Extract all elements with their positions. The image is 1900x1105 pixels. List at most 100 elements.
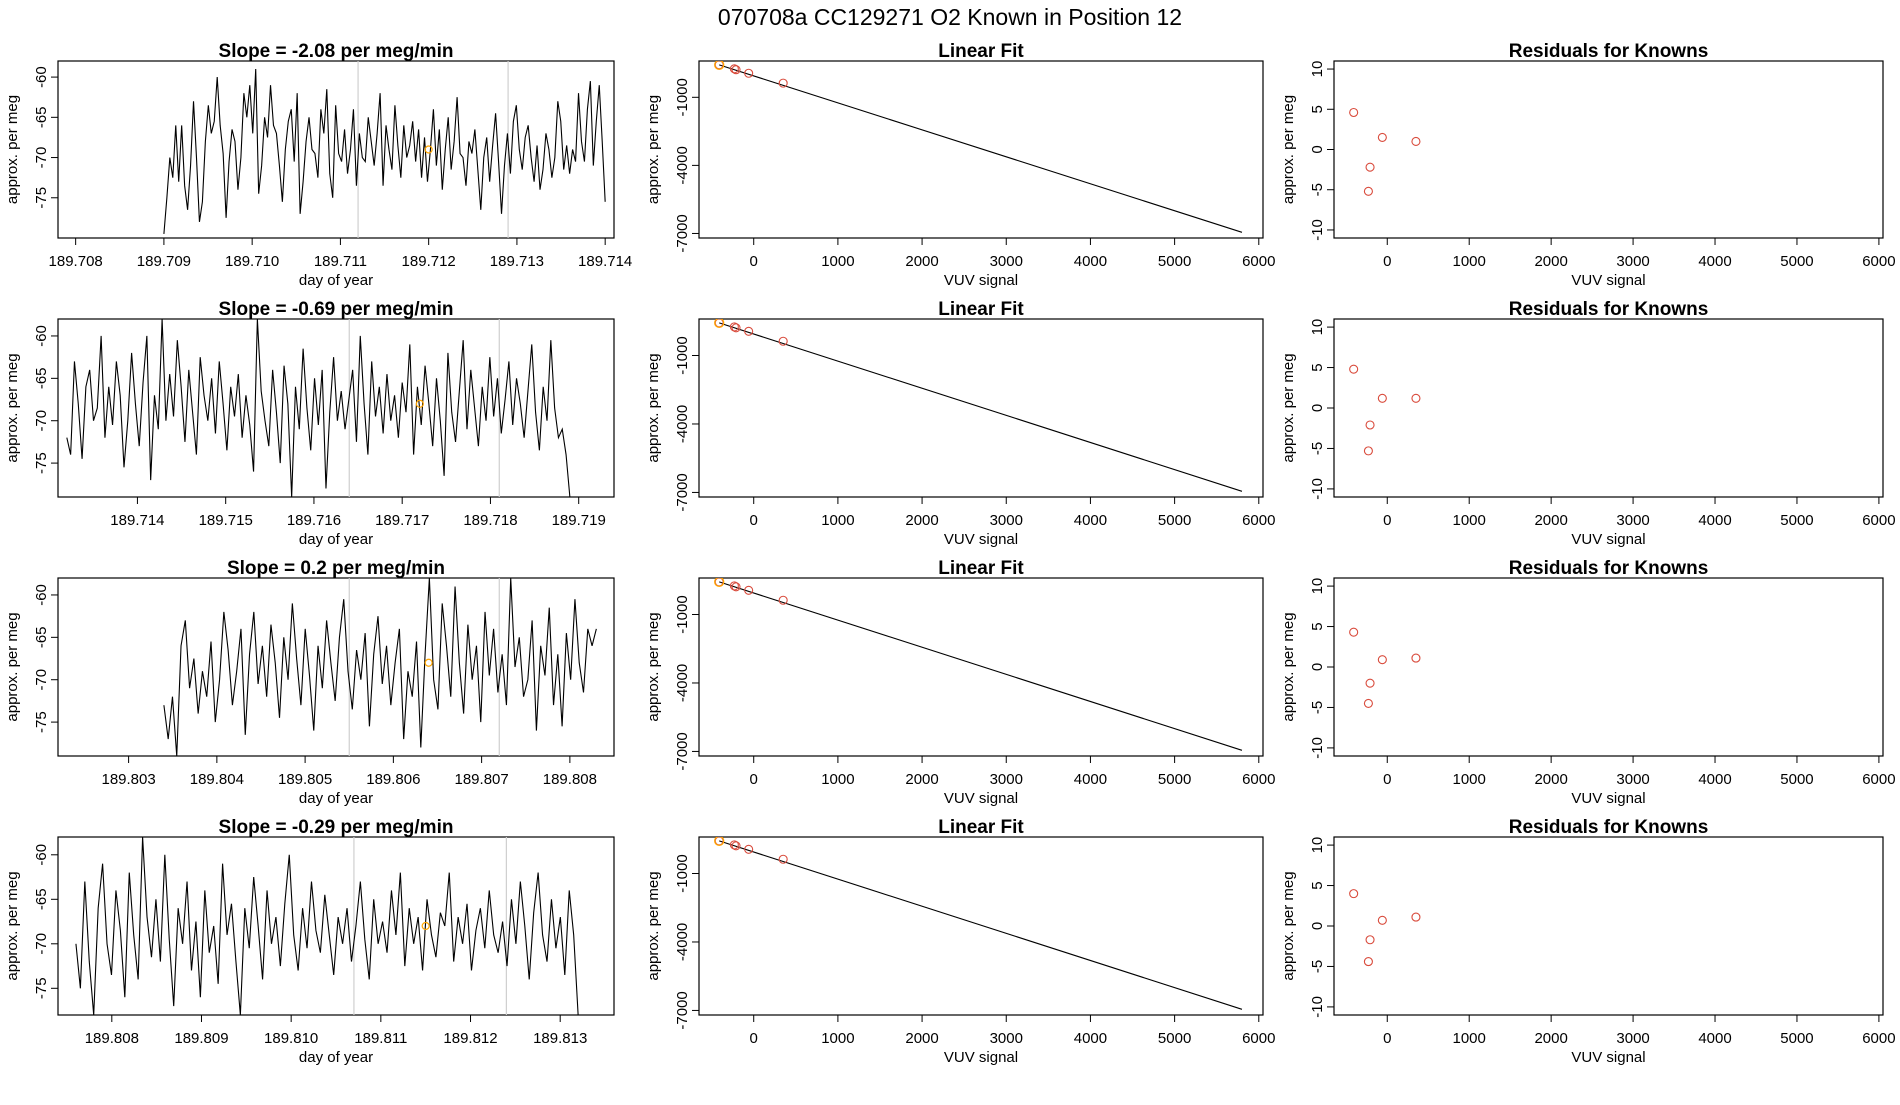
x-tick-label: 4000 (1698, 253, 1731, 270)
x-tick-label: 189.810 (264, 1030, 318, 1047)
y-tick-label: -1000 (674, 78, 691, 116)
x-tick-label: 1000 (1453, 1030, 1486, 1047)
plot-area (714, 837, 1243, 1010)
y-tick-label: 10 (1309, 319, 1326, 336)
data-point (744, 68, 754, 78)
x-tick-label: 6000 (1242, 253, 1275, 270)
y-tick-label: 10 (1309, 578, 1326, 595)
x-tick-label: 189.717 (375, 512, 429, 529)
x-tick-label: 189.805 (278, 771, 332, 788)
x-tick-label: 189.712 (402, 253, 456, 270)
y-axis-label: approx. per meg (1280, 95, 1297, 204)
plot-area (714, 578, 1243, 751)
y-tick-label: -7000 (674, 991, 691, 1029)
x-tick-label: 3000 (1616, 1030, 1649, 1047)
x-tick-label: 1000 (1453, 771, 1486, 788)
x-tick-label: 189.710 (225, 253, 279, 270)
y-tick-label: -10 (1309, 478, 1326, 500)
x-tick-label: 189.711 (314, 253, 367, 270)
plot-frame (1333, 60, 1884, 239)
x-tick-label: 189.719 (552, 512, 606, 529)
x-tick-label: 2000 (905, 253, 938, 270)
x-tick-label: 4000 (1074, 253, 1107, 270)
data-point (1349, 364, 1359, 374)
chart-panel: Linear Fit 0 1000 2000 3000 4000 5000 6000 VUV s… (645, 41, 1275, 289)
plot-frame (57, 318, 615, 498)
data-point (1411, 393, 1421, 403)
x-tick-label: 4000 (1698, 512, 1731, 529)
data-point (1411, 912, 1421, 922)
x-tick-label: 189.812 (443, 1030, 497, 1047)
y-tick-label: -70 (33, 933, 50, 955)
plot-frame (698, 60, 1264, 239)
x-tick-label: 0 (750, 771, 758, 788)
x-tick-label: 189.803 (101, 771, 155, 788)
y-tick-label: -60 (33, 844, 50, 866)
data-point (731, 65, 741, 75)
x-axis-label: day of year (299, 790, 373, 807)
x-tick-label: 189.713 (490, 253, 544, 270)
x-tick-label: 6000 (1862, 1030, 1895, 1047)
plot-area (75, 837, 579, 1015)
data-point (778, 78, 788, 88)
x-axis-label: VUV signal (1571, 272, 1645, 289)
x-tick-label: 5000 (1158, 253, 1191, 270)
y-tick-label: -70 (33, 669, 50, 691)
data-point (1377, 393, 1387, 403)
y-tick-label: -75 (33, 977, 50, 999)
x-tick-label: 189.806 (366, 771, 420, 788)
y-tick-label: -5 (1309, 960, 1326, 973)
x-axis-label: VUV signal (1571, 531, 1645, 548)
data-point (729, 581, 739, 591)
x-tick-label: 0 (1383, 771, 1391, 788)
y-axis-label: approx. per meg (1280, 353, 1297, 462)
highlight-point (714, 578, 725, 588)
x-tick-label: 4000 (1074, 512, 1107, 529)
y-axis-label: approx. per meg (1280, 871, 1297, 980)
x-tick-label: 1000 (821, 512, 854, 529)
x-tick-label: 2000 (905, 1030, 938, 1047)
x-tick-label: 3000 (990, 771, 1023, 788)
x-tick-label: 0 (1383, 1030, 1391, 1047)
fit-line (719, 322, 1243, 492)
chart-panel: Residuals for Knowns 0 1000 2000 3000 4000 500… (1280, 299, 1896, 548)
x-tick-label: 3000 (990, 1030, 1023, 1047)
x-tick-label: 2000 (1534, 253, 1567, 270)
x-tick-label: 189.716 (287, 512, 341, 529)
plot-area (1349, 364, 1421, 456)
data-point (731, 323, 741, 333)
x-tick-label: 6000 (1862, 512, 1895, 529)
data-point (1363, 698, 1373, 708)
y-tick-label: -65 (33, 888, 50, 910)
data-point (1377, 655, 1387, 665)
chart-panel: Slope = -0.69 per meg/min 189.714 189.715 1… (4, 299, 615, 548)
y-tick-label: 0 (1309, 922, 1326, 930)
plot-frame (1333, 318, 1884, 498)
chart-panel: Slope = -2.08 per meg/min 189.708 189.709 1… (4, 41, 632, 289)
chart-panel: Linear Fit 0 1000 2000 3000 4000 5000 6000 VUV s… (645, 558, 1275, 807)
data-point (729, 840, 739, 850)
data-point (744, 585, 754, 595)
y-tick-label: -65 (33, 367, 50, 389)
x-tick-label: 189.714 (110, 512, 164, 529)
y-axis-label: approx. per meg (4, 612, 21, 721)
x-tick-label: 189.709 (137, 253, 191, 270)
y-tick-label: 5 (1309, 881, 1326, 889)
data-point (1349, 889, 1359, 899)
data-point (744, 844, 754, 854)
x-tick-label: 4000 (1074, 1030, 1107, 1047)
chart-panel: Slope = 0.2 per meg/min 189.803 189.804 189… (4, 558, 615, 807)
chart-panel: Linear Fit 0 1000 2000 3000 4000 5000 6000 VUV s… (645, 299, 1275, 548)
x-tick-label: 189.811 (354, 1030, 407, 1047)
plot-area (1349, 107, 1421, 196)
x-tick-label: 5000 (1780, 1030, 1813, 1047)
plot-frame (57, 60, 615, 239)
x-tick-label: 0 (750, 512, 758, 529)
data-point (1365, 678, 1375, 688)
x-tick-label: 5000 (1780, 253, 1813, 270)
y-tick-label: -65 (33, 106, 50, 128)
data-point (778, 336, 788, 346)
y-tick-label: 10 (1309, 837, 1326, 854)
chart-panel: Residuals for Knowns 0 1000 2000 3000 4000 500… (1280, 41, 1896, 289)
x-tick-label: 2000 (1534, 771, 1567, 788)
